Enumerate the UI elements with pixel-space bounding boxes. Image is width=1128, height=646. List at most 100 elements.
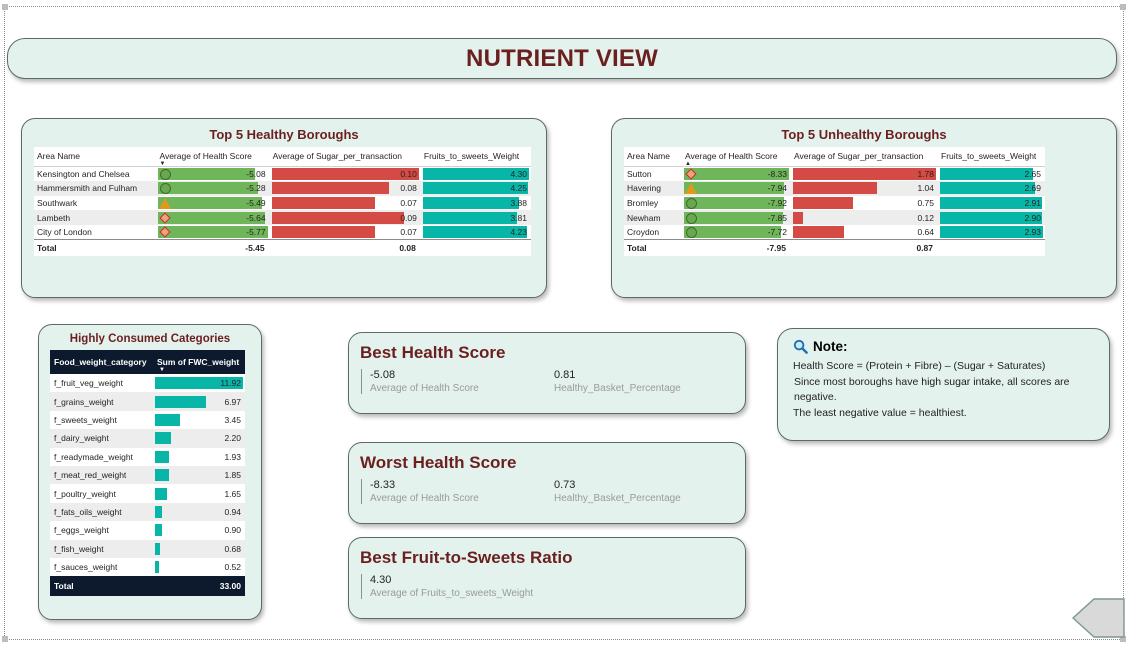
col-fruit-sweets[interactable]: Fruits_to_sweets_Weight [938, 147, 1045, 167]
sugar-bar [793, 167, 936, 180]
col-sugar[interactable]: Average of Sugar_per_transaction [269, 147, 421, 167]
col-health-score[interactable]: Average of Health Score ▲ [682, 147, 791, 167]
table-row[interactable]: Kensington and Chelsea -5.08 0.10 4.30 [34, 166, 531, 181]
table-row[interactable]: f_readymade_weight 1.93 [50, 448, 245, 466]
unhealthy-boroughs-table[interactable]: Area Name Average of Health Score ▲ Avera… [624, 147, 1045, 256]
col-health-score[interactable]: Average of Health Score ▼ [156, 147, 270, 167]
health-score-value: -5.28 [246, 183, 266, 194]
table-row[interactable]: f_eggs_weight 0.90 [50, 521, 245, 539]
category-name-cell: f_readymade_weight [54, 451, 133, 462]
sugar-bar-wrap: 0.07 [271, 196, 419, 209]
col-food-category[interactable]: Food_weight_category [50, 350, 153, 374]
sugar-bar [271, 211, 405, 224]
sort-desc-icon: ▼ [159, 367, 165, 373]
table-row[interactable]: f_grains_weight 6.97 [50, 392, 245, 411]
health-score-bar-wrap: -5.64 [158, 211, 267, 224]
resize-handle[interactable] [1120, 4, 1126, 10]
categories-table[interactable]: Food_weight_category Sum of FWC_weight ▼ … [50, 350, 245, 597]
table-row[interactable]: Bromley -7.92 0.75 2.91 [624, 196, 1045, 211]
col-sugar[interactable]: Average of Sugar_per_transaction [791, 147, 938, 167]
table-row[interactable]: Croydon -7.72 0.64 2.93 [624, 225, 1045, 240]
category-bar-wrap: 0.68 [155, 542, 243, 555]
category-name-cell: f_fruit_veg_weight [54, 378, 123, 389]
fruit-sweets-value: 2.91 [1024, 197, 1041, 208]
sugar-value: 0.12 [917, 212, 934, 223]
sugar-cell: 1.78 [791, 166, 938, 181]
note-text: , all scores are negative. [794, 375, 1070, 404]
table-row[interactable]: Lambeth -5.64 0.09 3.81 [34, 210, 531, 226]
fruit-sweets-bar-wrap: 4.23 [422, 226, 529, 239]
resize-handle[interactable] [1120, 636, 1126, 642]
health-score-cell: -5.08 [156, 166, 269, 181]
resize-handle[interactable] [2, 636, 8, 642]
table-row[interactable]: f_sauces_weight 0.52 [50, 558, 245, 576]
healthy-boroughs-table[interactable]: Area Name Average of Health Score ▼ Avera… [34, 147, 531, 256]
kpi-title: Worst Health Score [360, 453, 517, 472]
circle-icon [160, 183, 172, 195]
category-value: 3.45 [224, 414, 241, 425]
col-fwc-weight[interactable]: Sum of FWC_weight ▼ [153, 350, 245, 374]
resize-handle[interactable] [2, 4, 8, 10]
category-name-cell: f_dairy_weight [50, 429, 153, 448]
table-row[interactable]: Hammersmith and Fulham -5.28 0.08 4.25 [34, 180, 531, 196]
col-fruit-sweets[interactable]: Fruits_to_sweets_Weight [420, 147, 531, 167]
area-name-cell: Havering [624, 180, 682, 196]
total-fruit [420, 239, 531, 256]
kpi-label: Average of Health Score [370, 383, 479, 394]
table-row[interactable]: Southwark -5.49 0.07 3.88 [34, 196, 531, 211]
health-score-bar [158, 182, 259, 195]
category-value-cell: 2.20 [153, 429, 245, 448]
health-score-cell: -7.72 [682, 225, 791, 240]
col-area-name[interactable]: Area Name [34, 147, 157, 167]
table-row[interactable]: Sutton -8.33 1.78 2.65 [624, 166, 1045, 181]
sugar-value: 0.07 [400, 227, 417, 238]
circle-icon [686, 197, 697, 209]
table-row[interactable]: Havering -7.94 1.04 2.69 [624, 180, 1045, 196]
fruit-sweets-cell: 2.65 [938, 166, 1045, 181]
health-score-value: -7.92 [767, 197, 787, 208]
table-row[interactable]: f_fruit_veg_weight 11.92 [50, 374, 245, 392]
table-row[interactable]: f_sweets_weight 3.45 [50, 411, 245, 429]
sugar-bar-wrap: 0.12 [793, 211, 936, 224]
col-health-score-label: Average of Health Score [159, 151, 252, 162]
table-row[interactable]: f_fats_oils_weight 0.94 [50, 502, 245, 522]
table-row[interactable]: f_dairy_weight 2.20 [50, 429, 245, 448]
kpi-value: 0.73 [554, 479, 576, 491]
category-bar-wrap: 0.52 [155, 561, 243, 574]
col-area-name[interactable]: Area Name [624, 147, 682, 167]
table-row[interactable]: f_fish_weight 0.68 [50, 539, 245, 558]
kpi-title: Best Fruit-to-Sweets Ratio [360, 548, 573, 567]
area-name-cell: City of London [37, 227, 92, 238]
sugar-bar-wrap: 0.08 [271, 182, 419, 195]
category-bar-wrap: 1.65 [155, 487, 243, 500]
category-bar [155, 395, 207, 408]
fruit-sweets-bar [940, 226, 1043, 239]
health-score-bar-wrap: -5.28 [158, 182, 267, 195]
category-value-cell: 0.52 [153, 558, 245, 576]
categories-title: Highly Consumed Categories [69, 333, 231, 345]
category-name-cell: f_poultry_weight [54, 488, 116, 499]
sugar-cell: 0.09 [269, 210, 421, 226]
category-bar [155, 469, 169, 482]
table-row[interactable]: f_poultry_weight 1.65 [50, 484, 245, 502]
back-arrow-button[interactable] [1072, 598, 1128, 638]
sugar-cell: 0.10 [270, 166, 421, 181]
kpi-block-fruit: 4.30 Average of Fruits_to_sweets_Weight [361, 574, 533, 599]
table-row[interactable]: City of London -5.77 0.07 4.23 [34, 225, 531, 240]
note-text: Since most boroughs have [794, 375, 922, 388]
category-bar-wrap: 1.85 [155, 469, 243, 482]
table-row[interactable]: Newham -7.85 0.12 2.90 [624, 210, 1045, 226]
category-value: 1.65 [224, 488, 241, 499]
health-score-bar-wrap: -5.08 [158, 167, 267, 180]
best-fruit-sweets-card: Best Fruit-to-Sweets Ratio 4.30 Average … [348, 537, 746, 619]
sugar-bar-wrap: 0.64 [793, 226, 936, 239]
note-line: Health Score = (Protein + Fibre) – (Suga… [793, 360, 1046, 372]
category-name-cell: f_eggs_weight [54, 525, 109, 536]
fruit-sweets-value: 3.81 [510, 212, 527, 223]
sugar-cell: 0.08 [269, 180, 421, 196]
health-score-cell: -7.85 [682, 210, 791, 226]
total-label: Total [34, 239, 157, 256]
table-row[interactable]: f_meat_red_weight 1.85 [50, 465, 245, 485]
category-bar-wrap: 0.90 [155, 524, 243, 537]
category-name-cell: f_grains_weight [50, 392, 153, 411]
